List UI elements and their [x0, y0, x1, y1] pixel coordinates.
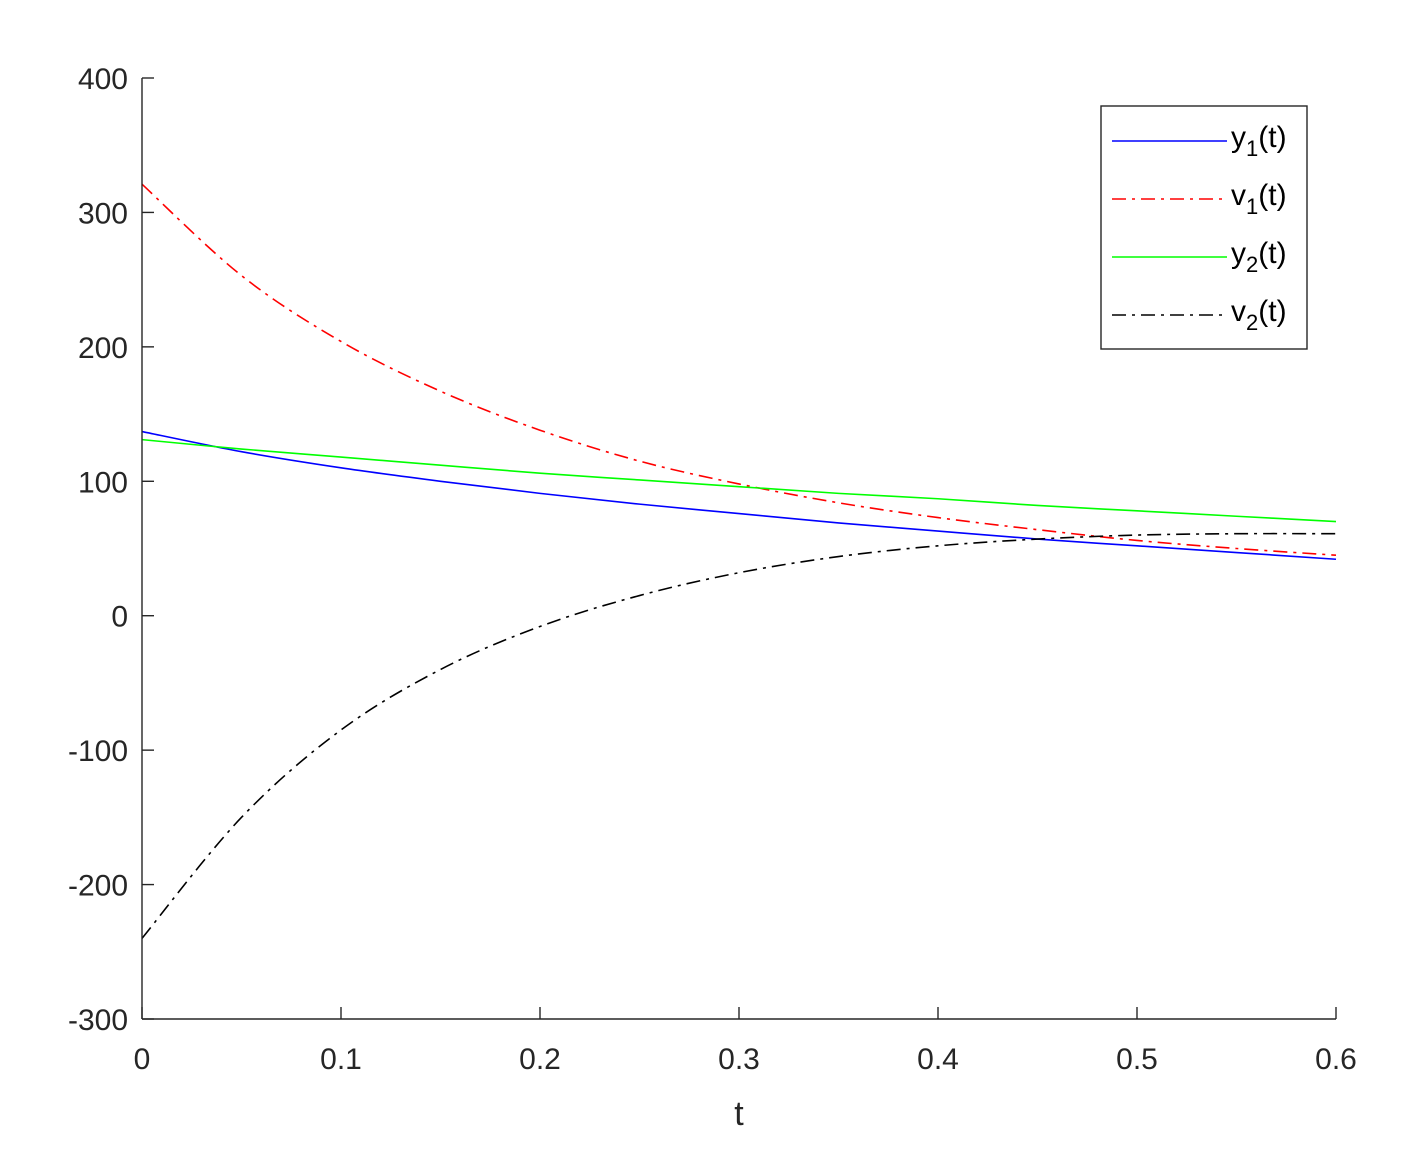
- legend-label: v2(t): [1231, 295, 1287, 335]
- series-y2: [141, 438, 1337, 523]
- y-tick-label: -200: [68, 870, 128, 903]
- x-tick-label: 0.2: [519, 1043, 561, 1076]
- series-line-y2: [141, 438, 1337, 523]
- legend-label: v1(t): [1231, 179, 1287, 219]
- x-tick-label: 0: [134, 1043, 151, 1076]
- x-tick-label: 0.3: [718, 1043, 760, 1076]
- legend-item-v1: v1(t): [1112, 179, 1287, 219]
- series-layer: [141, 183, 1337, 939]
- y-tick-label: -100: [68, 735, 128, 768]
- legend-label: y2(t): [1231, 237, 1287, 277]
- series-line-y1: [141, 430, 1337, 561]
- x-axis-label: t: [734, 1095, 744, 1133]
- y-tick-label: 300: [78, 197, 128, 230]
- x-tick-label: 0.4: [917, 1043, 959, 1076]
- legend-item-y2: y2(t): [1112, 237, 1287, 277]
- y-tick-label: 100: [78, 466, 128, 499]
- legend-item-y1: y1(t): [1112, 121, 1287, 161]
- series-v1: [141, 183, 1337, 557]
- legend: y1(t) v1(t) y2(t) v2(t): [1100, 105, 1308, 350]
- y-tick-label: 400: [78, 63, 128, 96]
- series-v2: [141, 532, 1337, 939]
- x-tick-label: 0.1: [320, 1043, 362, 1076]
- y-tick-label: -300: [68, 1004, 128, 1037]
- y-tick-label: 0: [111, 601, 128, 634]
- series-line-v1: [141, 183, 1337, 557]
- y-tick-label: 200: [78, 332, 128, 365]
- x-tick-label: 0.5: [1116, 1043, 1158, 1076]
- legend-box: [1100, 105, 1308, 350]
- axes: 0 0.1 0.2 0.3 0.4 0.5 0.6 -300 -200 -100 0 100 200 30…: [68, 63, 1357, 1076]
- series-y1: [141, 430, 1337, 561]
- x-tick-label: 0.6: [1315, 1043, 1357, 1076]
- series-line-v2: [141, 532, 1337, 939]
- legend-item-v2: v2(t): [1112, 295, 1287, 335]
- legend-label: y1(t): [1231, 121, 1287, 161]
